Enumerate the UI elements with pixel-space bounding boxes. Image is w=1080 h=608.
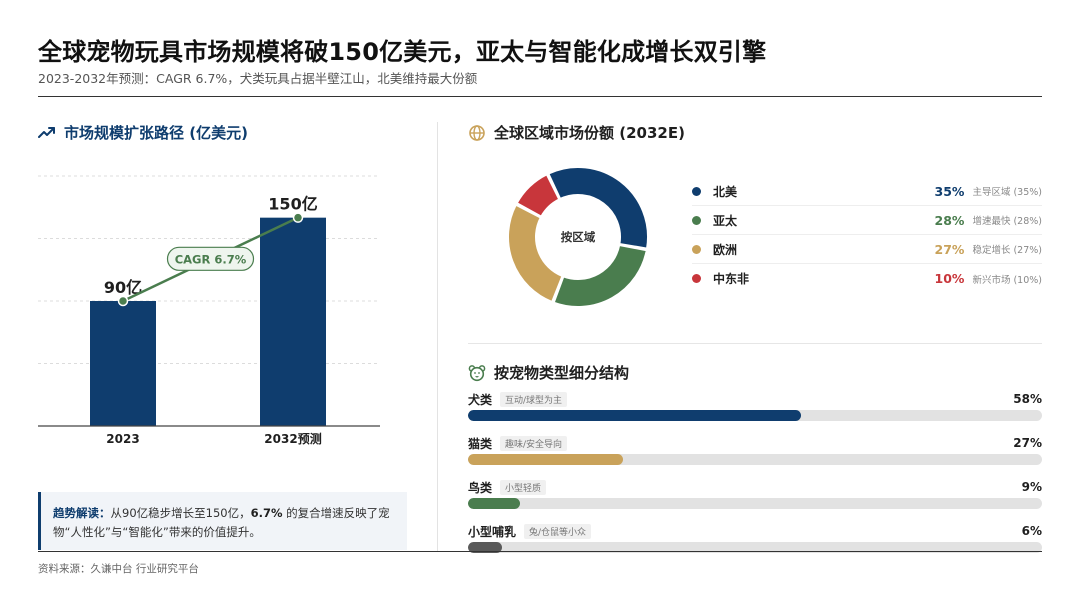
insight-label: 趋势解读： bbox=[53, 506, 111, 520]
legend-row: 亚太 28% 增速最快 (28%) bbox=[692, 206, 1042, 235]
page-subtitle: 2023-2032年预测：CAGR 6.7%，犬类玩具占据半壁江山，北美维持最大… bbox=[38, 71, 478, 86]
legend-color-dot bbox=[692, 186, 701, 196]
pet-bar-track bbox=[468, 454, 1042, 465]
pet-bar-track bbox=[468, 542, 1042, 553]
legend-row: 中东非 10% 新兴市场 (10%) bbox=[692, 264, 1042, 293]
pet-type-row: 小型哺乳 兔/仓鼠等小众 6% bbox=[468, 523, 1042, 568]
insight-text-1: 从90亿稳步增长至150亿， bbox=[110, 506, 251, 520]
pet-type-row: 犬类 互动/球型为主 58% bbox=[468, 391, 1042, 436]
pet-type-pct: 27% bbox=[1013, 436, 1042, 450]
donut-center-label: 按区域 bbox=[561, 230, 596, 244]
pet-type-tag: 兔/仓鼠等小众 bbox=[524, 523, 592, 539]
pet-bar-track bbox=[468, 498, 1042, 509]
region-legend: 北美 35% 主导区域 (35%) 亚太 28% 增速最快 (28%) 欧洲 27% 稳定增长 … bbox=[692, 177, 1042, 293]
bar-1 bbox=[260, 217, 326, 426]
donut-slice-0 bbox=[547, 166, 649, 250]
insight-text-2: 的复合增速反映了宠物“人性化”与“智能化”带来的价值提升。 bbox=[53, 506, 390, 539]
footer-divider bbox=[38, 551, 1042, 552]
legend-region-name: 中东非 bbox=[713, 272, 750, 286]
pet-bar-track bbox=[468, 410, 1042, 421]
market-size-bar-chart: 90亿 2023 150亿 2032预测 CAGR 6.7% bbox=[38, 175, 380, 446]
legend-row: 北美 35% 主导区域 (35%) bbox=[692, 177, 1042, 206]
market-size-heading: 市场规模扩张路径 (亿美元) bbox=[38, 122, 248, 143]
category-tick-label: 2023 bbox=[106, 432, 139, 446]
pet-type-row: 鸟类 小型轻质 9% bbox=[468, 479, 1042, 524]
cagr-badge bbox=[166, 246, 255, 271]
pet-type-pct: 6% bbox=[1021, 524, 1042, 538]
region-share-title: 全球区域市场份额 (2032E) bbox=[494, 124, 685, 142]
bar-0 bbox=[90, 301, 156, 426]
pet-type-tag: 小型轻质 bbox=[500, 479, 547, 495]
legend-region-pct: 27% bbox=[934, 241, 965, 257]
trend-up-icon bbox=[38, 124, 56, 142]
insight-emphasis: 6.7% bbox=[250, 506, 283, 520]
globe-icon bbox=[468, 124, 486, 142]
trend-point-0 bbox=[117, 295, 129, 307]
pet-type-name: 小型哺乳 bbox=[468, 524, 517, 539]
page-title: 全球宠物玩具市场规模将破150亿美元，亚太与智能化成增长双引擎 bbox=[38, 38, 767, 66]
pet-bar-fill bbox=[468, 410, 801, 421]
pet-type-name: 猫类 bbox=[468, 436, 493, 451]
source-note: 资料来源：久谦中台 行业研究平台 bbox=[38, 563, 199, 575]
legend-color-dot bbox=[692, 215, 701, 225]
pet-type-tag: 互动/球型为主 bbox=[500, 391, 568, 407]
pet-bar-fill bbox=[468, 498, 520, 509]
pet-type-name: 鸟类 bbox=[468, 480, 493, 495]
legend-region-name: 亚太 bbox=[713, 213, 738, 228]
legend-region-pct: 28% bbox=[934, 212, 965, 228]
region-share-heading: 全球区域市场份额 (2032E) bbox=[468, 122, 685, 143]
pet-type-row: 猫类 趣味/安全导向 27% bbox=[468, 435, 1042, 480]
column-divider bbox=[437, 122, 438, 552]
legend-region-pct: 10% bbox=[934, 271, 965, 286]
donut-slice-1 bbox=[552, 243, 648, 308]
pet-type-pct: 9% bbox=[1021, 480, 1042, 494]
region-donut-chart: 按区域 bbox=[507, 166, 649, 308]
legend-region-pct: 35% bbox=[934, 183, 965, 199]
cagr-label: CAGR 6.7% bbox=[175, 252, 247, 266]
title-divider bbox=[38, 96, 1042, 97]
bar-value-label: 150亿 bbox=[268, 195, 317, 214]
legend-region-note: 增速最快 (28%) bbox=[972, 216, 1042, 227]
section-divider bbox=[468, 343, 1042, 344]
bar-value-label: 90亿 bbox=[104, 278, 142, 297]
trend-insight-box: 趋势解读：从90亿稳步增长至150亿，6.7% 的复合增速反映了宠物“人性化”与… bbox=[38, 492, 407, 550]
legend-color-dot bbox=[692, 244, 701, 254]
pet-type-pct: 58% bbox=[1013, 392, 1042, 406]
pet-bar-fill bbox=[468, 542, 503, 553]
legend-region-note: 主导区域 (35%) bbox=[972, 187, 1042, 198]
legend-row: 欧洲 27% 稳定增长 (27%) bbox=[692, 235, 1042, 264]
donut-slice-2 bbox=[507, 203, 564, 304]
donut-slice-3 bbox=[515, 173, 561, 219]
pet-type-name: 犬类 bbox=[468, 392, 493, 407]
market-size-title: 市场规模扩张路径 (亿美元) bbox=[64, 124, 248, 142]
pet-face-icon bbox=[468, 364, 486, 382]
legend-region-name: 北美 bbox=[713, 184, 738, 199]
trend-point-1 bbox=[292, 212, 304, 223]
pet-type-list: 犬类 互动/球型为主 58% 猫类 趣味/安全导向 27% 鸟类 小型轻质 9% 小型哺乳 兔/仓鼠… bbox=[468, 391, 1042, 568]
legend-region-name: 欧洲 bbox=[713, 242, 738, 257]
pet-type-title: 按宠物类型细分结构 bbox=[494, 364, 630, 382]
pet-bar-fill bbox=[468, 454, 623, 465]
legend-region-note: 稳定增长 (27%) bbox=[972, 245, 1042, 256]
pet-type-tag: 趣味/安全导向 bbox=[500, 435, 568, 451]
legend-region-note: 新兴市场 (10%) bbox=[972, 274, 1042, 286]
legend-color-dot bbox=[692, 274, 701, 283]
donut-hole bbox=[537, 196, 619, 278]
pet-type-heading: 按宠物类型细分结构 bbox=[468, 362, 629, 383]
category-tick-label: 2032预测 bbox=[264, 431, 321, 446]
